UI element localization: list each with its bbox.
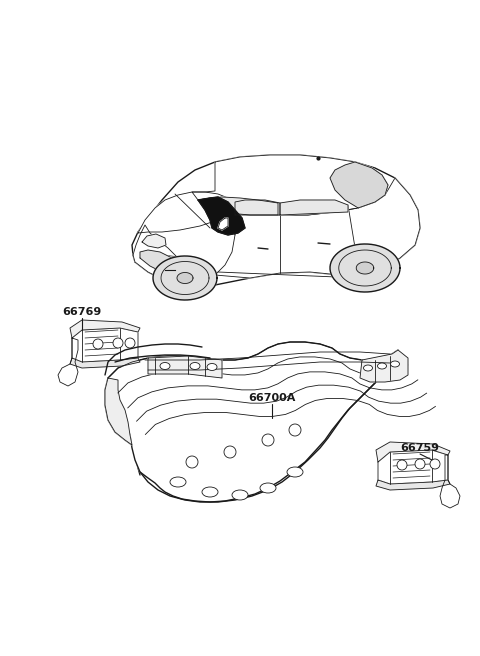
- Polygon shape: [72, 328, 138, 362]
- Circle shape: [415, 459, 425, 469]
- Polygon shape: [132, 155, 420, 288]
- Polygon shape: [235, 200, 280, 215]
- Ellipse shape: [160, 363, 170, 369]
- Circle shape: [113, 338, 123, 348]
- Circle shape: [125, 338, 135, 348]
- Polygon shape: [70, 320, 140, 338]
- Polygon shape: [105, 378, 132, 445]
- Circle shape: [289, 424, 301, 436]
- Circle shape: [93, 339, 103, 349]
- Ellipse shape: [202, 487, 218, 497]
- Polygon shape: [138, 192, 232, 233]
- Polygon shape: [215, 178, 420, 278]
- Polygon shape: [192, 155, 388, 215]
- Ellipse shape: [363, 365, 372, 371]
- Circle shape: [224, 446, 236, 458]
- Circle shape: [397, 460, 407, 470]
- Polygon shape: [440, 455, 460, 508]
- Polygon shape: [198, 197, 245, 235]
- Polygon shape: [376, 480, 450, 490]
- Polygon shape: [378, 450, 448, 484]
- Polygon shape: [198, 197, 278, 215]
- Polygon shape: [133, 225, 190, 284]
- Text: 66759: 66759: [400, 443, 440, 453]
- Ellipse shape: [207, 363, 217, 371]
- Ellipse shape: [260, 483, 276, 493]
- Polygon shape: [218, 218, 228, 230]
- Polygon shape: [356, 262, 374, 274]
- Ellipse shape: [287, 467, 303, 477]
- Text: 66769: 66769: [62, 307, 102, 317]
- Ellipse shape: [190, 363, 200, 369]
- Circle shape: [262, 434, 274, 446]
- Polygon shape: [148, 356, 222, 378]
- Circle shape: [430, 459, 440, 469]
- Polygon shape: [376, 442, 450, 462]
- Polygon shape: [153, 256, 217, 300]
- Text: 66700A: 66700A: [248, 393, 296, 403]
- Polygon shape: [58, 338, 78, 386]
- Polygon shape: [177, 272, 193, 283]
- Ellipse shape: [377, 363, 386, 369]
- Polygon shape: [330, 162, 388, 208]
- Polygon shape: [280, 200, 348, 215]
- Polygon shape: [108, 342, 398, 502]
- Polygon shape: [140, 250, 182, 275]
- Ellipse shape: [391, 361, 399, 367]
- Polygon shape: [360, 350, 408, 382]
- Circle shape: [186, 456, 198, 468]
- Polygon shape: [142, 234, 166, 248]
- Polygon shape: [70, 358, 140, 368]
- Ellipse shape: [232, 490, 248, 500]
- Polygon shape: [330, 244, 400, 292]
- Ellipse shape: [170, 477, 186, 487]
